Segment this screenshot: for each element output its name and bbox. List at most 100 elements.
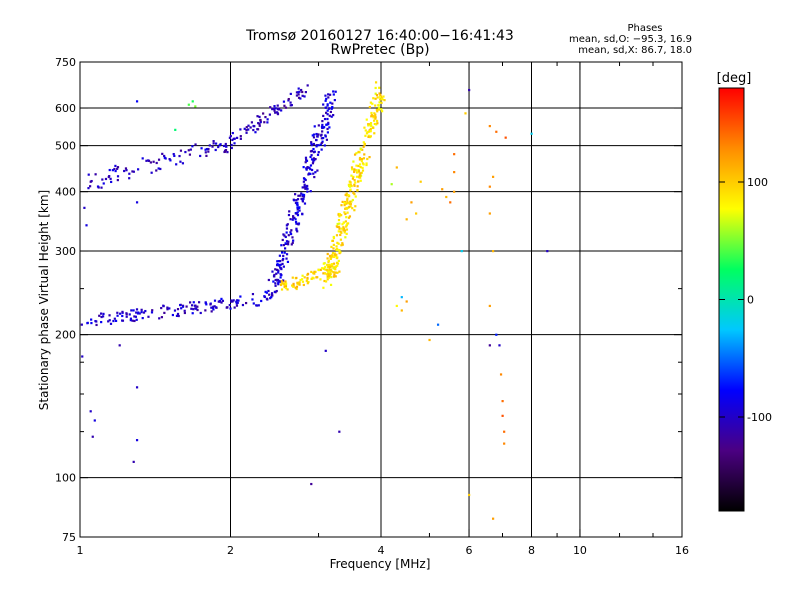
data-point: [135, 318, 138, 321]
data-point: [353, 184, 356, 187]
data-point: [370, 124, 373, 127]
data-point: [301, 186, 304, 189]
data-point: [212, 140, 215, 143]
data-point: [306, 166, 309, 169]
data-point: [125, 315, 128, 318]
data-point: [310, 168, 314, 172]
data-point: [190, 304, 194, 307]
data-point: [112, 319, 115, 323]
data-point: [230, 143, 233, 147]
data-point: [326, 109, 329, 112]
data-point: [363, 142, 366, 146]
data-point: [332, 247, 335, 250]
data-point: [316, 169, 319, 172]
data-point: [331, 105, 334, 109]
data-point: [314, 171, 317, 174]
data-point: [279, 263, 282, 266]
data-point: [327, 123, 330, 126]
data-point: [191, 145, 194, 148]
data-point: [163, 156, 166, 159]
data-point: [257, 122, 260, 125]
data-point: [351, 207, 354, 210]
data-point: [379, 93, 382, 96]
data-point: [81, 355, 84, 358]
data-point: [360, 171, 363, 174]
data-point: [503, 430, 506, 433]
data-point: [239, 135, 242, 138]
data-point: [252, 128, 255, 132]
data-point: [327, 269, 330, 272]
data-point: [340, 214, 343, 217]
data-point: [331, 239, 335, 242]
data-point: [276, 113, 280, 116]
data-point: [349, 205, 352, 208]
data-point: [312, 133, 316, 136]
data-point: [329, 110, 332, 114]
data-point: [546, 250, 549, 253]
data-point: [283, 285, 286, 288]
data-point: [346, 199, 349, 202]
data-point: [80, 323, 83, 326]
data-point: [353, 192, 356, 196]
data-point: [348, 202, 351, 205]
data-point: [355, 152, 358, 155]
data-point: [326, 275, 329, 278]
data-point: [338, 250, 341, 253]
data-point: [368, 155, 371, 159]
data-point: [329, 101, 332, 104]
data-point: [306, 276, 309, 280]
data-point: [370, 114, 373, 117]
data-point: [341, 242, 344, 245]
data-point: [135, 386, 139, 389]
data-point: [340, 244, 343, 247]
data-point: [124, 167, 128, 170]
data-point: [265, 291, 268, 294]
data-point: [365, 132, 369, 135]
data-point: [329, 254, 332, 257]
data-point: [338, 222, 341, 225]
data-point: [298, 206, 301, 210]
data-point: [224, 149, 228, 152]
data-point: [322, 136, 325, 140]
data-point: [488, 124, 491, 128]
data-point: [282, 233, 285, 236]
data-point: [259, 121, 262, 124]
data-point: [273, 109, 276, 112]
data-point: [179, 304, 182, 307]
data-point: [349, 183, 352, 186]
data-point: [327, 121, 330, 124]
data-point: [291, 218, 294, 221]
data-point: [344, 212, 347, 216]
data-point: [125, 169, 128, 172]
data-point: [305, 279, 308, 282]
data-point: [311, 134, 314, 137]
data-point: [348, 215, 352, 218]
data-point: [100, 186, 103, 189]
data-point: [453, 190, 456, 193]
data-point: [295, 285, 299, 288]
x-axis-label: Frequency [MHz]: [330, 557, 431, 571]
data-point: [335, 256, 338, 259]
data-point: [142, 311, 146, 314]
stats-line-o: mean, sd,O: −95.3, 16.9: [569, 34, 692, 45]
data-point: [109, 322, 113, 325]
data-point: [317, 268, 320, 272]
data-point: [345, 216, 348, 219]
data-point: [342, 226, 345, 229]
data-point: [254, 131, 257, 134]
data-point: [324, 272, 327, 275]
data-point: [357, 150, 360, 154]
data-point: [347, 222, 350, 225]
data-point: [441, 188, 444, 191]
data-point: [340, 227, 344, 230]
data-point: [309, 172, 312, 176]
data-point: [336, 222, 339, 226]
data-point: [249, 126, 252, 129]
data-point: [114, 169, 117, 173]
data-point: [275, 111, 279, 114]
data-point: [326, 117, 329, 121]
data-point: [264, 290, 267, 293]
data-point: [325, 111, 328, 114]
data-point: [338, 430, 341, 433]
data-point: [135, 439, 139, 442]
